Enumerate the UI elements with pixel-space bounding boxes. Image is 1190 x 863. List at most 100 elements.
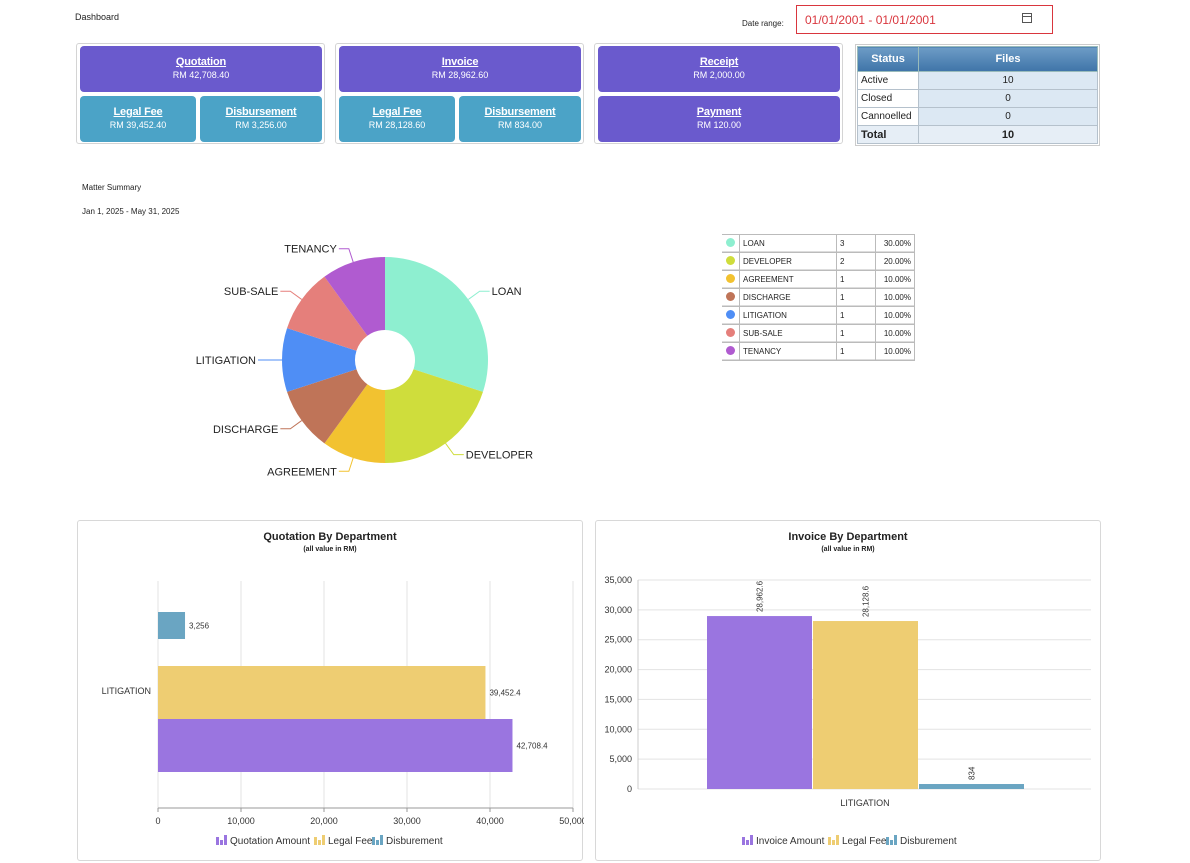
legend-dot-cell xyxy=(722,306,740,325)
legend-swatch-icon xyxy=(832,840,835,845)
date-range-input[interactable]: 01/01/2001 - 01/01/2001 xyxy=(796,5,1053,34)
bar-value-label: 834 xyxy=(968,766,977,780)
quotation-card[interactable]: Quotation RM 42,708.40 xyxy=(80,46,322,92)
pie-slice-litigation[interactable] xyxy=(282,328,357,392)
matter-legend-table: LOAN 3 30.00% DEVELOPER 2 20.00% AGREEMENT 1 10.… xyxy=(722,234,915,361)
status-cell: Active xyxy=(857,71,919,90)
legend-swatch-icon xyxy=(372,837,375,845)
pie-leader-line xyxy=(468,290,490,300)
bar-invoice-amount[interactable] xyxy=(707,616,812,789)
calendar-icon[interactable] xyxy=(1022,13,1032,23)
date-range-value: 01/01/2001 - 01/01/2001 xyxy=(805,13,936,27)
legend-count: 2 xyxy=(836,252,876,271)
legend-label[interactable]: Quotation Amount xyxy=(230,836,310,847)
payment-card-value: RM 120.00 xyxy=(696,120,742,130)
pie-slice-loan[interactable] xyxy=(385,257,488,392)
legend-dot-cell xyxy=(722,288,740,307)
payment-card[interactable]: Payment RM 120.00 xyxy=(598,96,840,142)
legend-name: TENANCY xyxy=(739,342,837,361)
pie-leader-line xyxy=(445,443,464,456)
status-cell: Closed xyxy=(857,89,919,108)
legend-name: DISCHARGE xyxy=(739,288,837,307)
invoice-card[interactable]: Invoice RM 28,962.60 xyxy=(339,46,581,92)
x-tick-label: 10,000 xyxy=(227,816,255,826)
legend-swatch-icon xyxy=(224,835,227,845)
status-header: Status xyxy=(857,46,919,72)
pie-slice-developer[interactable] xyxy=(385,369,483,463)
x-tick-label: 20,000 xyxy=(310,816,338,826)
legend-label[interactable]: Disburement xyxy=(386,836,443,847)
bar-legal-fee[interactable] xyxy=(813,621,918,789)
pie-slice-tenancy[interactable] xyxy=(324,257,385,336)
legend-label[interactable]: Legal Fee xyxy=(328,836,373,847)
legend-dot-icon xyxy=(726,328,735,337)
table-row: Closed 0 xyxy=(857,89,1098,108)
invoice-chart-title: Invoice By Department xyxy=(788,531,908,543)
legend-count: 1 xyxy=(836,306,876,325)
receipt-card[interactable]: Receipt RM 2,000.00 xyxy=(598,46,840,92)
page-title: Dashboard xyxy=(75,12,120,22)
quotation-disbursement-card[interactable]: Disbursement RM 3,256.00 xyxy=(200,96,322,142)
legend-percent: 10.00% xyxy=(875,342,915,361)
quotation-disbursement-label[interactable]: Disbursement xyxy=(225,106,297,118)
legend-percent: 30.00% xyxy=(875,234,915,253)
invoice-disbursement-value: RM 834.00 xyxy=(497,120,543,130)
bar-disburement[interactable] xyxy=(158,612,186,639)
legend-count: 1 xyxy=(836,270,876,289)
pie-slice-sub-sale[interactable] xyxy=(287,276,368,351)
pie-leader-line xyxy=(280,420,302,430)
quotation-card-label[interactable]: Quotation xyxy=(175,56,227,68)
legend-name: DEVELOPER xyxy=(739,252,837,271)
quotation-legal-fee-value: RM 39,452.40 xyxy=(109,120,167,130)
legend-dot-cell xyxy=(722,252,740,271)
y-tick-label: 5,000 xyxy=(609,754,632,764)
quotation-legal-fee-card[interactable]: Legal Fee RM 39,452.40 xyxy=(80,96,196,142)
legend-name: LITIGATION xyxy=(739,306,837,325)
pie-slice-agreement[interactable] xyxy=(324,384,385,463)
pie-label: DISCHARGE xyxy=(213,424,278,436)
legend-dot-icon xyxy=(726,346,735,355)
bar-legal-fee[interactable] xyxy=(158,666,486,719)
legend-row: AGREEMENT 1 10.00% xyxy=(722,270,915,289)
legend-swatch-icon xyxy=(318,840,321,845)
invoice-chart: 0 5,000 10,000 15,000 20,000 25,000 30,000 35,0… xyxy=(604,575,1091,847)
files-cell: 0 xyxy=(918,107,1098,126)
pie-leader-line xyxy=(280,290,302,300)
pie-slice-discharge[interactable] xyxy=(287,369,368,444)
date-range-label: Date range: xyxy=(742,19,784,28)
matter-pie-chart: LOAN DEVELOPER AGREEMENT DISCHARGE LITIGATIO… xyxy=(196,244,533,479)
invoice-card-label[interactable]: Invoice xyxy=(441,56,479,68)
invoice-disbursement-card[interactable]: Disbursement RM 834.00 xyxy=(459,96,581,142)
y-category-label: LITIGATION xyxy=(102,686,151,696)
quotation-legal-fee-label[interactable]: Legal Fee xyxy=(113,106,163,118)
legend-dot-icon xyxy=(726,238,735,247)
legend-swatch-icon xyxy=(220,840,223,845)
bar-quotation-amount[interactable] xyxy=(158,719,513,772)
receipt-card-label[interactable]: Receipt xyxy=(699,56,739,68)
legend-swatch-icon xyxy=(836,835,839,845)
invoice-disbursement-label[interactable]: Disbursement xyxy=(484,106,556,118)
legend-swatch-icon xyxy=(742,837,745,845)
total-label: Total xyxy=(857,125,919,144)
legend-label[interactable]: Invoice Amount xyxy=(756,836,825,847)
invoice-chart-panel: Invoice By Department (all value in RM) … xyxy=(595,520,1101,861)
invoice-legal-fee-card[interactable]: Legal Fee RM 28,128.60 xyxy=(339,96,455,142)
legend-label[interactable]: Legal Fee xyxy=(842,836,887,847)
legend-label[interactable]: Disburement xyxy=(900,836,957,847)
y-tick-label: 30,000 xyxy=(604,605,632,615)
invoice-legal-fee-label[interactable]: Legal Fee xyxy=(372,106,422,118)
total-row: Total 10 xyxy=(857,125,1098,144)
legend-row: LOAN 3 30.00% xyxy=(722,234,915,253)
payment-card-label[interactable]: Payment xyxy=(696,106,742,118)
legend-swatch-icon xyxy=(380,835,383,845)
legend-count: 3 xyxy=(836,234,876,253)
legend-row: SUB-SALE 1 10.00% xyxy=(722,324,915,343)
matter-summary-range: Jan 1, 2025 - May 31, 2025 xyxy=(82,207,180,216)
bar-disburement[interactable] xyxy=(919,784,1024,789)
legend-dot-icon xyxy=(726,256,735,265)
legend-swatch-icon xyxy=(890,840,893,845)
legend-percent: 10.00% xyxy=(875,288,915,307)
legend-swatch-icon xyxy=(894,835,897,845)
legend-swatch-icon xyxy=(828,837,831,845)
legend-dot-icon xyxy=(726,274,735,283)
